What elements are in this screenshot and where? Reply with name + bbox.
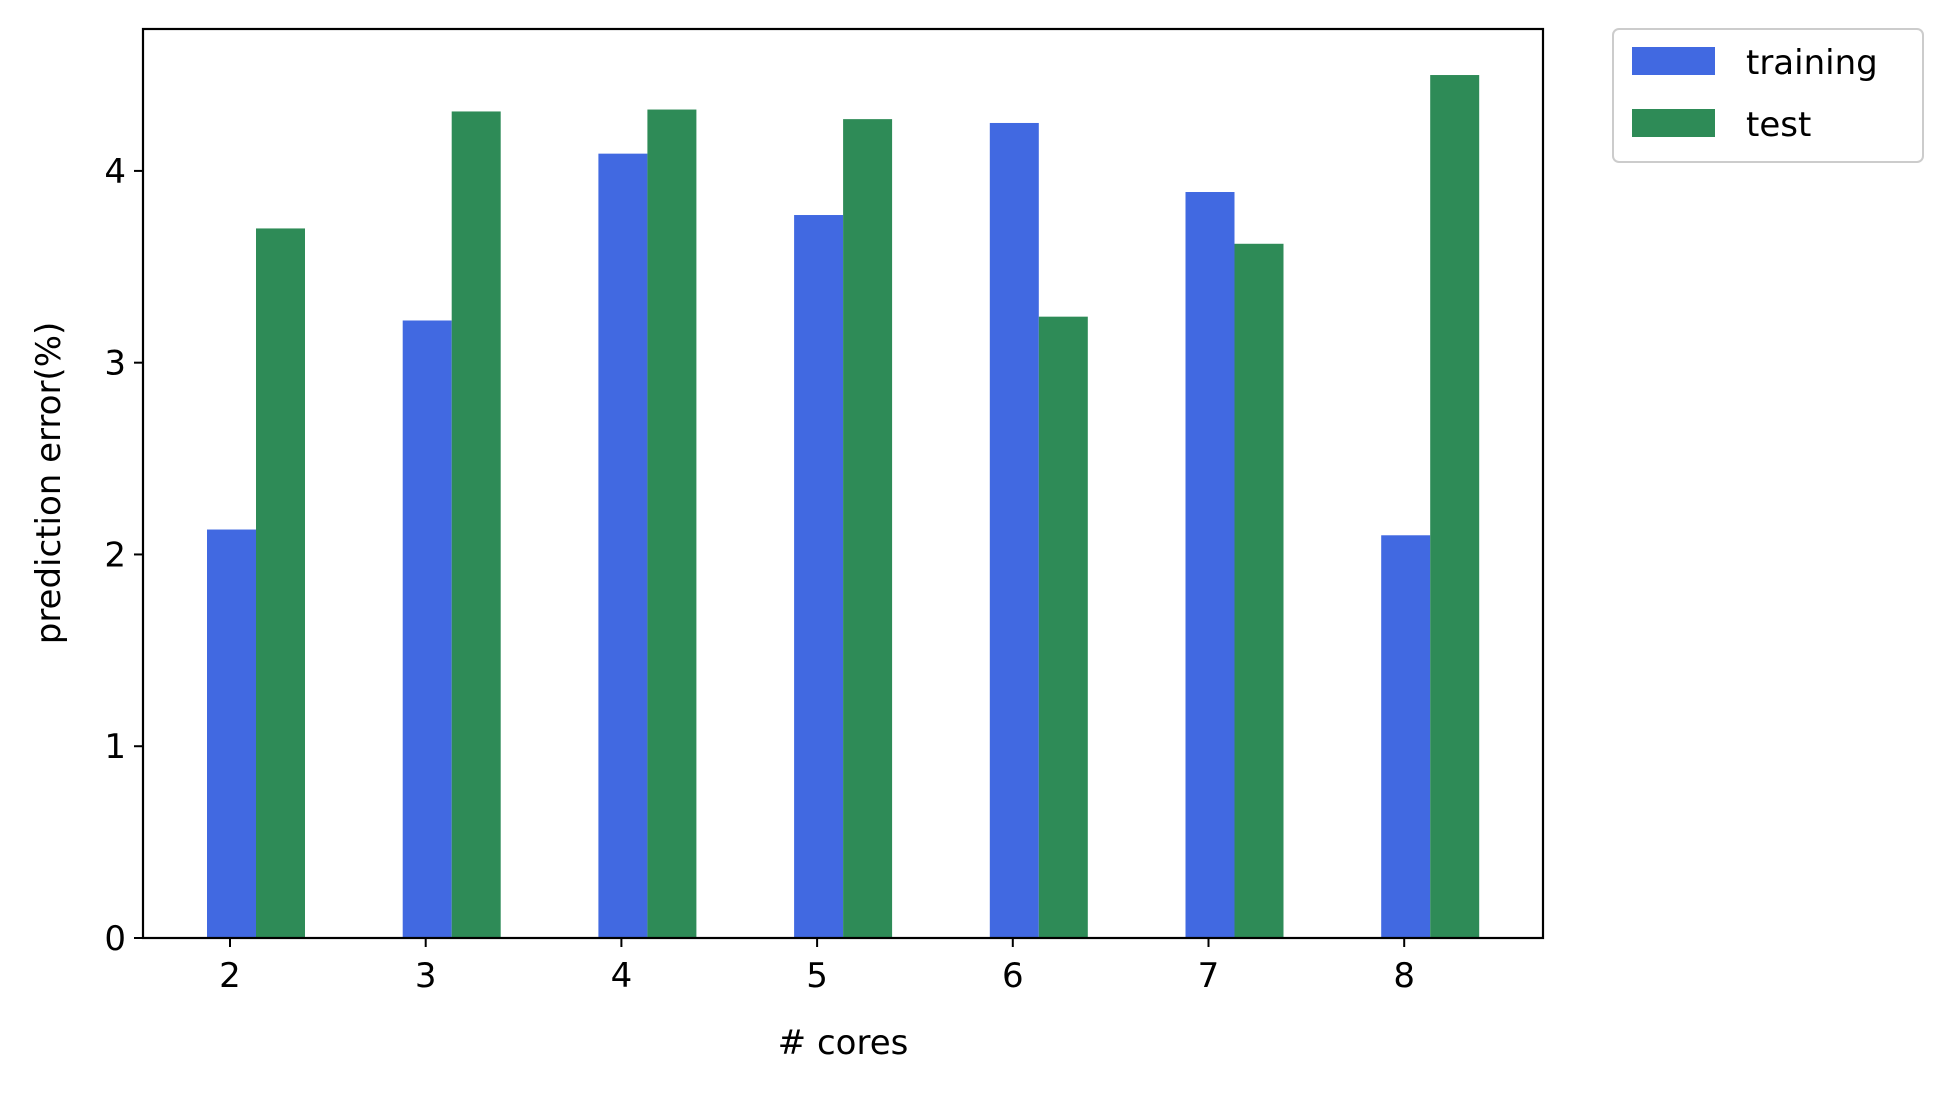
x-tick-label-8: 8 — [1393, 956, 1415, 996]
y-tick-label-1: 1 — [104, 727, 126, 767]
x-tick-label-3: 3 — [415, 956, 437, 996]
bar-training-6 — [989, 122, 1039, 939]
y-tick-label-3: 3 — [104, 344, 126, 384]
x-tick-label-7: 7 — [1198, 956, 1220, 996]
bar-training-5 — [794, 215, 844, 938]
bar-test-7 — [1234, 243, 1284, 938]
y-ticks: 0 1 2 3 4 — [104, 152, 143, 959]
legend: training test — [1612, 28, 1924, 163]
x-ticks: 2 3 4 5 6 7 8 — [219, 938, 1415, 996]
legend-label-training: training — [1746, 43, 1878, 83]
y-tick-label-0: 0 — [104, 919, 126, 959]
x-axis-label: # cores — [778, 1023, 909, 1063]
y-tick-label-4: 4 — [104, 152, 126, 192]
bars-group — [207, 75, 1480, 939]
legend-swatch-training — [1632, 47, 1715, 75]
bar-training-3 — [402, 320, 452, 938]
plot-frame — [141, 27, 1545, 940]
y-axis-label: prediction error(%) — [29, 322, 69, 645]
bar-training-8 — [1381, 535, 1431, 938]
x-tick-label-4: 4 — [611, 956, 633, 996]
legend-label-test: test — [1746, 105, 1811, 145]
x-tick-label-6: 6 — [1002, 956, 1024, 996]
x-tick-label-5: 5 — [806, 956, 828, 996]
bar-test-4 — [647, 109, 697, 939]
bar-test-6 — [1038, 316, 1088, 938]
bar-test-3 — [451, 111, 501, 938]
legend-swatch-test — [1632, 109, 1715, 137]
bar-training-7 — [1185, 192, 1235, 938]
y-tick-label-2: 2 — [104, 535, 126, 575]
bar-training-2 — [207, 529, 256, 938]
x-tick-label-2: 2 — [219, 956, 241, 996]
bar-training-4 — [598, 153, 648, 938]
bar-test-8 — [1430, 75, 1480, 938]
bar-test-5 — [843, 119, 893, 938]
bar-test-2 — [256, 228, 305, 938]
